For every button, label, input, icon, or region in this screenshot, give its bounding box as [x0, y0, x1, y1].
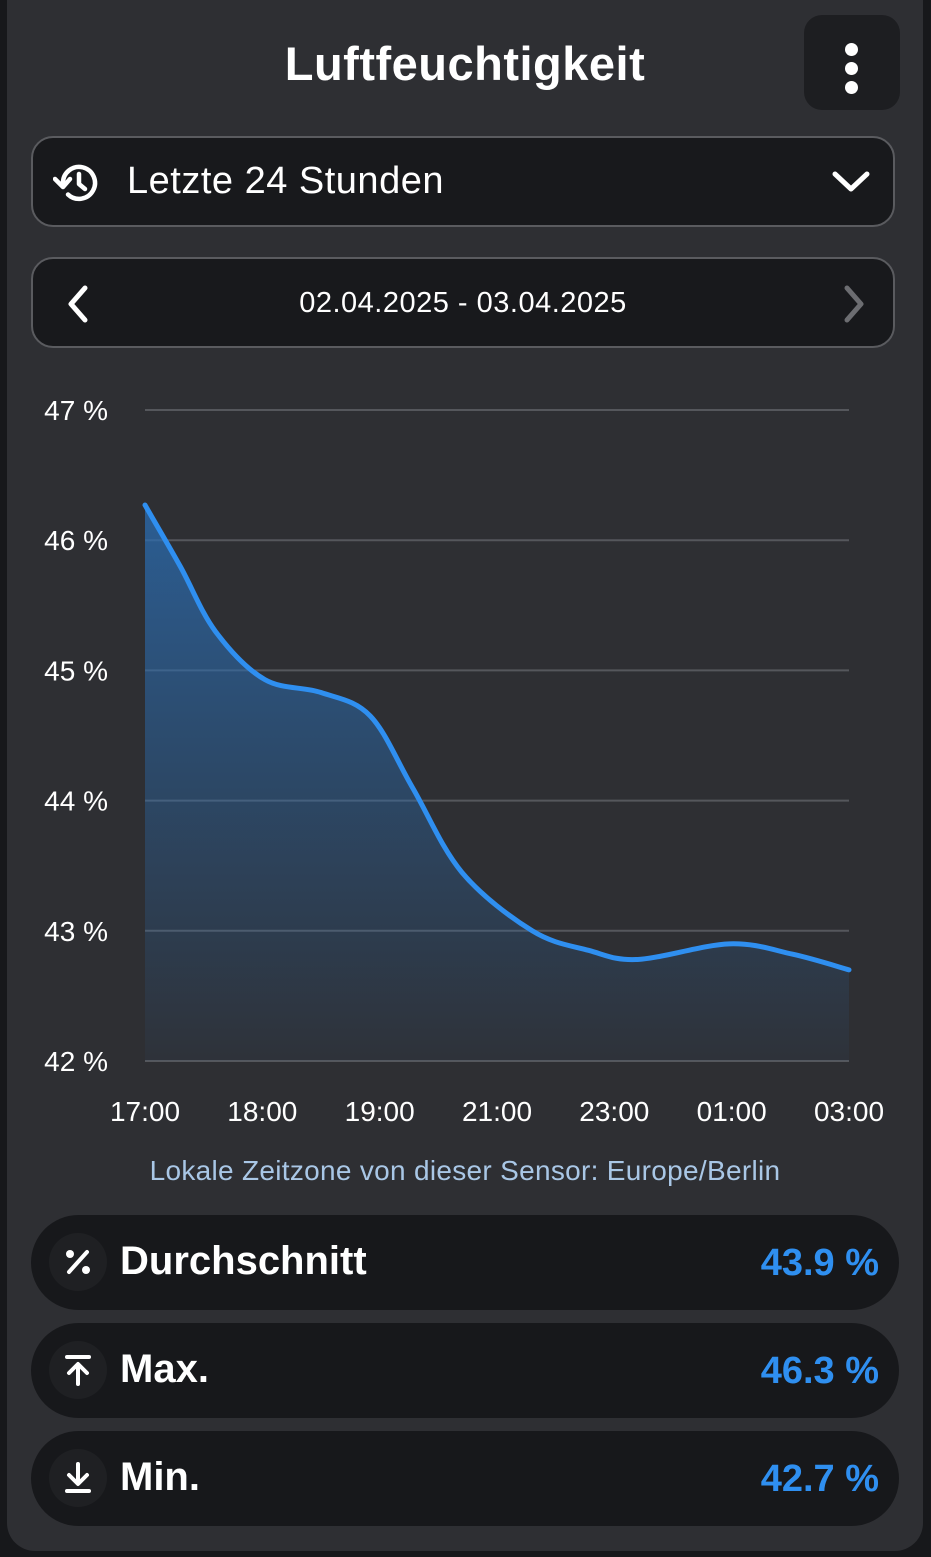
percent-icon	[66, 1250, 90, 1274]
stat-value: 46.3 %	[760, 1350, 879, 1392]
time-range-select[interactable]: Letzte 24 Stunden	[31, 136, 895, 227]
y-tick-label: 47 %	[44, 395, 108, 426]
x-tick-label: 01:00	[697, 1096, 767, 1127]
x-tick-label: 23:00	[579, 1096, 649, 1127]
y-tick-label: 45 %	[44, 655, 108, 686]
date-range-navigator: 02.04.2025 - 03.04.2025	[31, 257, 895, 348]
arrow-up-to-line-icon	[65, 1355, 91, 1386]
x-tick-label: 03:00	[814, 1096, 884, 1127]
more-menu-button[interactable]	[804, 15, 900, 110]
y-tick-label: 46 %	[44, 525, 108, 556]
chevron-right-icon[interactable]	[839, 284, 869, 324]
date-range-label: 02.04.2025 - 03.04.2025	[299, 287, 627, 319]
stat-label: Durchschnitt	[120, 1239, 367, 1283]
chevron-down-icon	[832, 171, 870, 192]
arrow-down-to-line-icon	[65, 1462, 91, 1493]
x-tick-label: 19:00	[345, 1096, 415, 1127]
y-tick-label: 43 %	[44, 916, 108, 947]
stat-value: 42.7 %	[760, 1458, 879, 1500]
chevron-left-icon[interactable]	[63, 284, 93, 324]
sensor-card: Luftfeuchtigkeit Letzte 24 Stunden 02.04…	[7, 0, 923, 1551]
series-area	[145, 505, 849, 1061]
stat-label: Max.	[120, 1347, 209, 1391]
x-tick-label: 18:00	[227, 1096, 297, 1127]
humidity-chart: 47 % 46 % 45 % 44 % 43 % 42 % 17:00 18:00 19:00…	[44, 395, 884, 1127]
stat-max: Max. 46.3 %	[31, 1323, 899, 1418]
stat-value: 43.9 %	[760, 1242, 879, 1284]
page-title: Luftfeuchtigkeit	[284, 37, 646, 90]
y-tick-label: 44 %	[44, 786, 108, 817]
stat-min: Min. 42.7 %	[31, 1431, 899, 1526]
history-icon	[53, 164, 98, 202]
stat-label: Min.	[120, 1455, 200, 1499]
time-range-label: Letzte 24 Stunden	[127, 160, 444, 202]
x-tick-label: 21:00	[462, 1096, 532, 1127]
series-line	[142, 502, 852, 973]
y-tick-label: 42 %	[44, 1046, 108, 1077]
stat-average: Durchschnitt 43.9 %	[31, 1215, 899, 1310]
timezone-note: Lokale Zeitzone von dieser Sensor: Europ…	[149, 1155, 781, 1186]
x-tick-label: 17:00	[110, 1096, 180, 1127]
